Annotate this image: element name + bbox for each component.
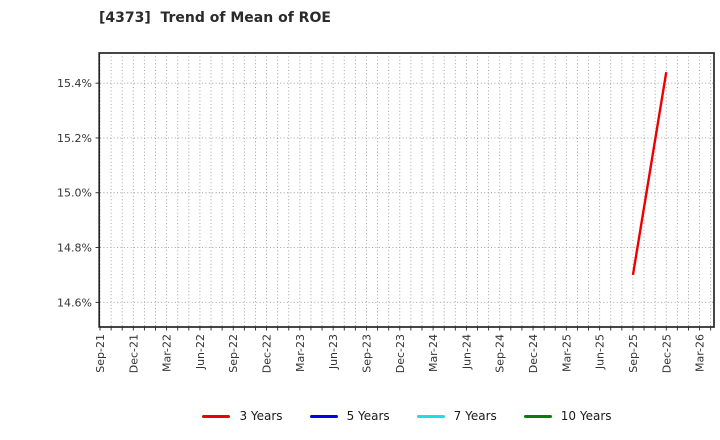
- x-tick-label: Mar-24: [427, 334, 440, 372]
- legend-item-5-years: 5 Years: [309, 409, 390, 423]
- x-tick-label: Dec-22: [261, 334, 274, 373]
- x-tick-label: Dec-21: [127, 334, 140, 373]
- y-tick-label: 15.4%: [57, 77, 92, 90]
- x-tick-label: Dec-25: [660, 334, 673, 373]
- legend-label: 3 Years: [239, 409, 283, 423]
- x-tick-label: Jun-24: [460, 334, 473, 370]
- y-tick-label: 15.2%: [57, 132, 92, 145]
- y-tick-label: 14.8%: [57, 242, 92, 255]
- x-tick-label: Jun-25: [594, 334, 607, 370]
- y-tick-label: 15.0%: [57, 187, 92, 200]
- legend-swatch: [309, 414, 338, 418]
- chart-title: [4373] Trend of Mean of ROE: [99, 10, 331, 26]
- x-tick-label: Sep-22: [227, 334, 240, 373]
- legend-swatch: [202, 414, 231, 418]
- legend-label: 10 Years: [560, 409, 612, 423]
- legend-label: 7 Years: [453, 409, 497, 423]
- x-tick-label: Sep-21: [94, 334, 107, 373]
- x-tick-label: Jun-23: [327, 334, 340, 370]
- x-tick-label: Mar-25: [560, 334, 573, 372]
- x-tick-label: Sep-25: [627, 334, 640, 373]
- legend-swatch: [523, 414, 552, 418]
- chart-legend: 3 Years 5 Years 7 Years 10 Years: [100, 403, 714, 429]
- legend-swatch: [416, 414, 445, 418]
- y-tick-label: 14.6%: [57, 296, 92, 309]
- x-tick-label: Mar-23: [294, 334, 307, 372]
- roe-trend-chart: Sep-21 Dec-21 Mar-22 Jun-22 Sep-22 Dec-22 Mar-…: [57, 52, 715, 373]
- series-line-3-years: [631, 71, 668, 276]
- x-tick-label: Mar-26: [694, 334, 707, 372]
- legend-item-7-years: 7 Years: [416, 409, 497, 423]
- x-tick-label: Sep-24: [494, 334, 507, 373]
- legend-item-10-years: 10 Years: [523, 409, 612, 423]
- plot-border: [98, 52, 715, 328]
- legend-item-3-years: 3 Years: [202, 409, 283, 423]
- x-tick-label: Mar-22: [161, 334, 174, 372]
- legend-label: 5 Years: [346, 409, 390, 423]
- x-tick-label: Dec-24: [527, 334, 540, 373]
- x-tick-label: Dec-23: [394, 334, 407, 373]
- x-tick-label: Jun-22: [194, 334, 207, 370]
- x-tick-label: Sep-23: [360, 334, 373, 373]
